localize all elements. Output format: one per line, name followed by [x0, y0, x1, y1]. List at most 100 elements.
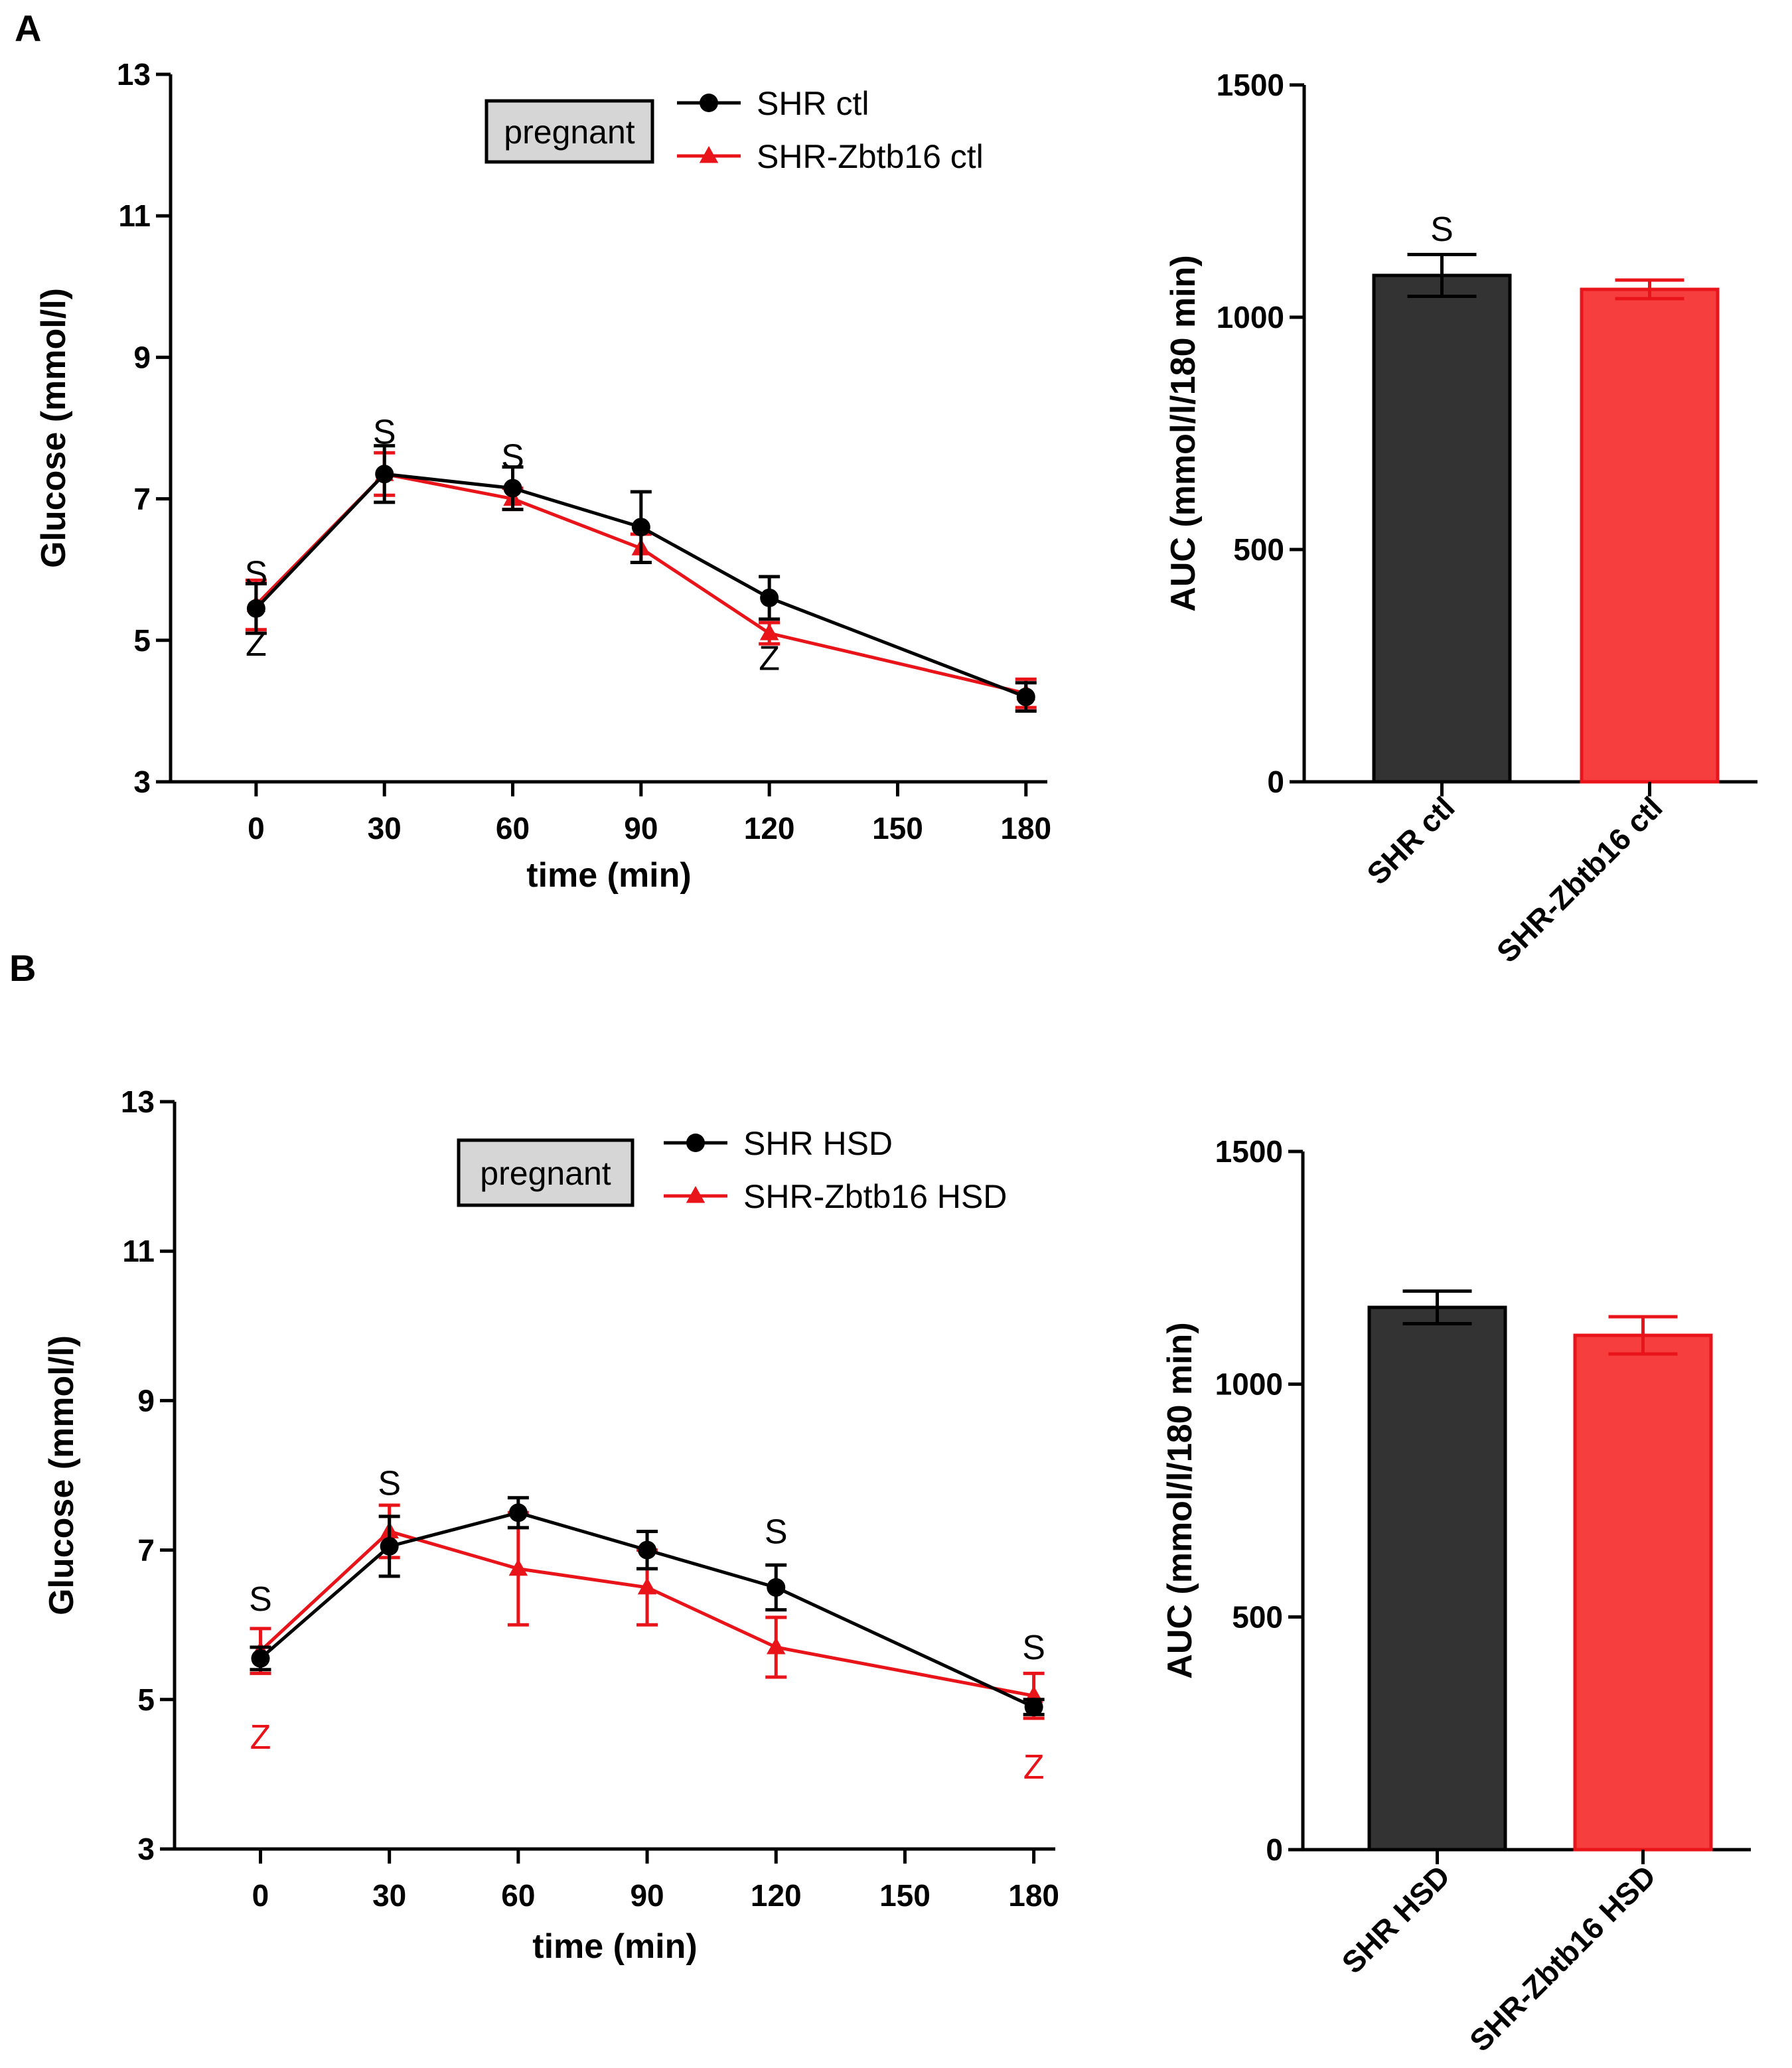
y-axis-title: Glucose (mmol/l)	[42, 1335, 81, 1615]
category-label: SHR-Zbtb16 ctl	[1490, 790, 1669, 969]
significance-mark: S	[373, 413, 396, 451]
category-label: SHR-Zbtb16 HSD	[1463, 1858, 1663, 2058]
y-tick-label: 500	[1233, 532, 1284, 567]
data-point	[508, 1558, 528, 1576]
legend-marker	[700, 94, 718, 112]
legend-label: SHR-Zbtb16 HSD	[743, 1178, 1007, 1215]
legend-label: SHR-Zbtb16 ctl	[757, 138, 984, 175]
x-tick-label: 30	[368, 811, 402, 846]
y-axis-title: AUC (mmol/l/180 min)	[1164, 255, 1203, 611]
data-point	[766, 1637, 786, 1655]
x-tick-label: 180	[1000, 811, 1051, 846]
badge-box	[485, 99, 654, 164]
y-tick-label: 7	[133, 482, 151, 516]
legend-marker	[686, 1134, 705, 1152]
y-tick-label: 5	[133, 623, 151, 658]
data-point	[1024, 1698, 1043, 1717]
data-point	[380, 1536, 399, 1556]
y-tick-label: 3	[137, 1832, 155, 1866]
y-tick-label: 1000	[1215, 1367, 1283, 1402]
y-tick-label: 13	[117, 57, 151, 92]
series-line	[259, 1529, 1035, 1698]
x-tick-label: 30	[372, 1878, 406, 1913]
legend: SHR ctl SHR-Zbtb16 ctl	[677, 85, 984, 175]
legend: SHR HSD SHR-Zbtb16 HSD	[664, 1125, 1007, 1215]
axes: 3 5 7 9 11 13 0 30 60 90 120 150 180	[121, 1084, 1059, 1913]
badge-box	[457, 1138, 635, 1207]
legend-label: SHR ctl	[757, 85, 869, 122]
bar-zbtb16	[1580, 287, 1720, 784]
data-point	[631, 518, 650, 537]
y-tick-label: 0	[1267, 765, 1284, 799]
glucose-line-chart-a: 3 5 7 9 11 13 0 30 60 90 120 150 180 time (min) Glucos…	[35, 57, 1051, 895]
y-tick-label: 11	[122, 1234, 155, 1268]
x-tick-label: 60	[501, 1878, 535, 1913]
x-tick-label: 150	[872, 811, 923, 846]
significance-mark: S	[501, 438, 524, 477]
series-line	[255, 472, 1027, 699]
y-tick-label: 5	[137, 1682, 155, 1717]
data-point	[375, 465, 394, 484]
category-label: SHR ctl	[1360, 790, 1461, 891]
data-point	[246, 599, 265, 618]
significance-mark: S	[245, 555, 268, 593]
data-point	[1016, 688, 1035, 707]
category-label: SHR HSD	[1335, 1858, 1456, 1980]
x-axis-title: time (min)	[532, 1927, 697, 1966]
x-tick-label: 60	[496, 811, 530, 846]
significance-mark: S	[1430, 210, 1454, 249]
x-tick-label: 120	[751, 1878, 802, 1913]
data-point	[760, 588, 779, 607]
x-axis-title: time (min)	[526, 856, 691, 895]
legend-marker	[699, 146, 719, 163]
significance-mark: Z	[250, 1718, 271, 1757]
y-axis-title: AUC (mmol/l/180 min)	[1161, 1322, 1199, 1678]
significance-mark: Z	[759, 639, 780, 678]
y-tick-label: 1000	[1217, 300, 1284, 334]
y-tick-label: 1500	[1215, 1134, 1283, 1169]
x-tick-label: 120	[744, 811, 795, 846]
panel-label-b: B	[9, 947, 36, 989]
x-tick-label: 150	[879, 1878, 931, 1913]
data-point	[759, 623, 779, 640]
x-tick-label: 90	[630, 1878, 664, 1913]
significance-mark: Z	[1023, 1748, 1045, 1787]
y-tick-label: 13	[121, 1084, 155, 1119]
x-tick-label: 180	[1008, 1878, 1059, 1913]
significance-mark: S	[249, 1580, 272, 1619]
significance-mark: S	[765, 1513, 788, 1551]
y-tick-label: 1500	[1217, 68, 1284, 102]
axes: 3 5 7 9 11 13 0 30 60 90 120 150 180	[117, 57, 1051, 846]
glucose-line-chart-b: 3 5 7 9 11 13 0 30 60 90 120 150 180 time (min) Glucos…	[42, 1084, 1059, 1966]
data-point	[251, 1649, 270, 1668]
series-control	[245, 444, 1037, 713]
badge-label: pregnant	[480, 1155, 611, 1192]
auc-bar-chart-a: 0 500 1000 1500 AUC (mmol/l/180 min) SHR ctl S…	[1164, 68, 1757, 969]
y-tick-label: 9	[133, 340, 151, 374]
significance-mark: S	[378, 1464, 401, 1503]
legend-label: SHR HSD	[743, 1125, 893, 1162]
series-line	[259, 1511, 1035, 1709]
y-tick-label: 9	[137, 1383, 155, 1418]
data-point	[508, 1503, 528, 1522]
data-point	[637, 1577, 657, 1595]
badge-label: pregnant	[504, 113, 635, 151]
y-tick-label: 7	[137, 1533, 155, 1568]
y-tick-label: 500	[1232, 1599, 1283, 1634]
y-tick-label: 3	[133, 765, 151, 799]
y-tick-label: 0	[1266, 1832, 1283, 1867]
data-point	[767, 1578, 786, 1597]
bar-control	[1372, 273, 1512, 784]
data-point	[638, 1540, 657, 1560]
axes: 0 500 1000 1500	[1215, 1134, 1751, 1867]
bar-control	[1367, 1305, 1507, 1852]
data-point	[503, 479, 522, 498]
x-tick-label: 0	[248, 811, 265, 846]
y-axis-title: Glucose (mmol/l)	[35, 288, 73, 568]
significance-mark: S	[1022, 1629, 1045, 1667]
series-control	[250, 1496, 1045, 1717]
x-tick-label: 90	[624, 811, 658, 846]
legend-marker	[686, 1186, 706, 1203]
auc-bar-chart-b: 0 500 1000 1500 AUC (mmol/l/180 min) SHR HSD S…	[1161, 1134, 1751, 2058]
